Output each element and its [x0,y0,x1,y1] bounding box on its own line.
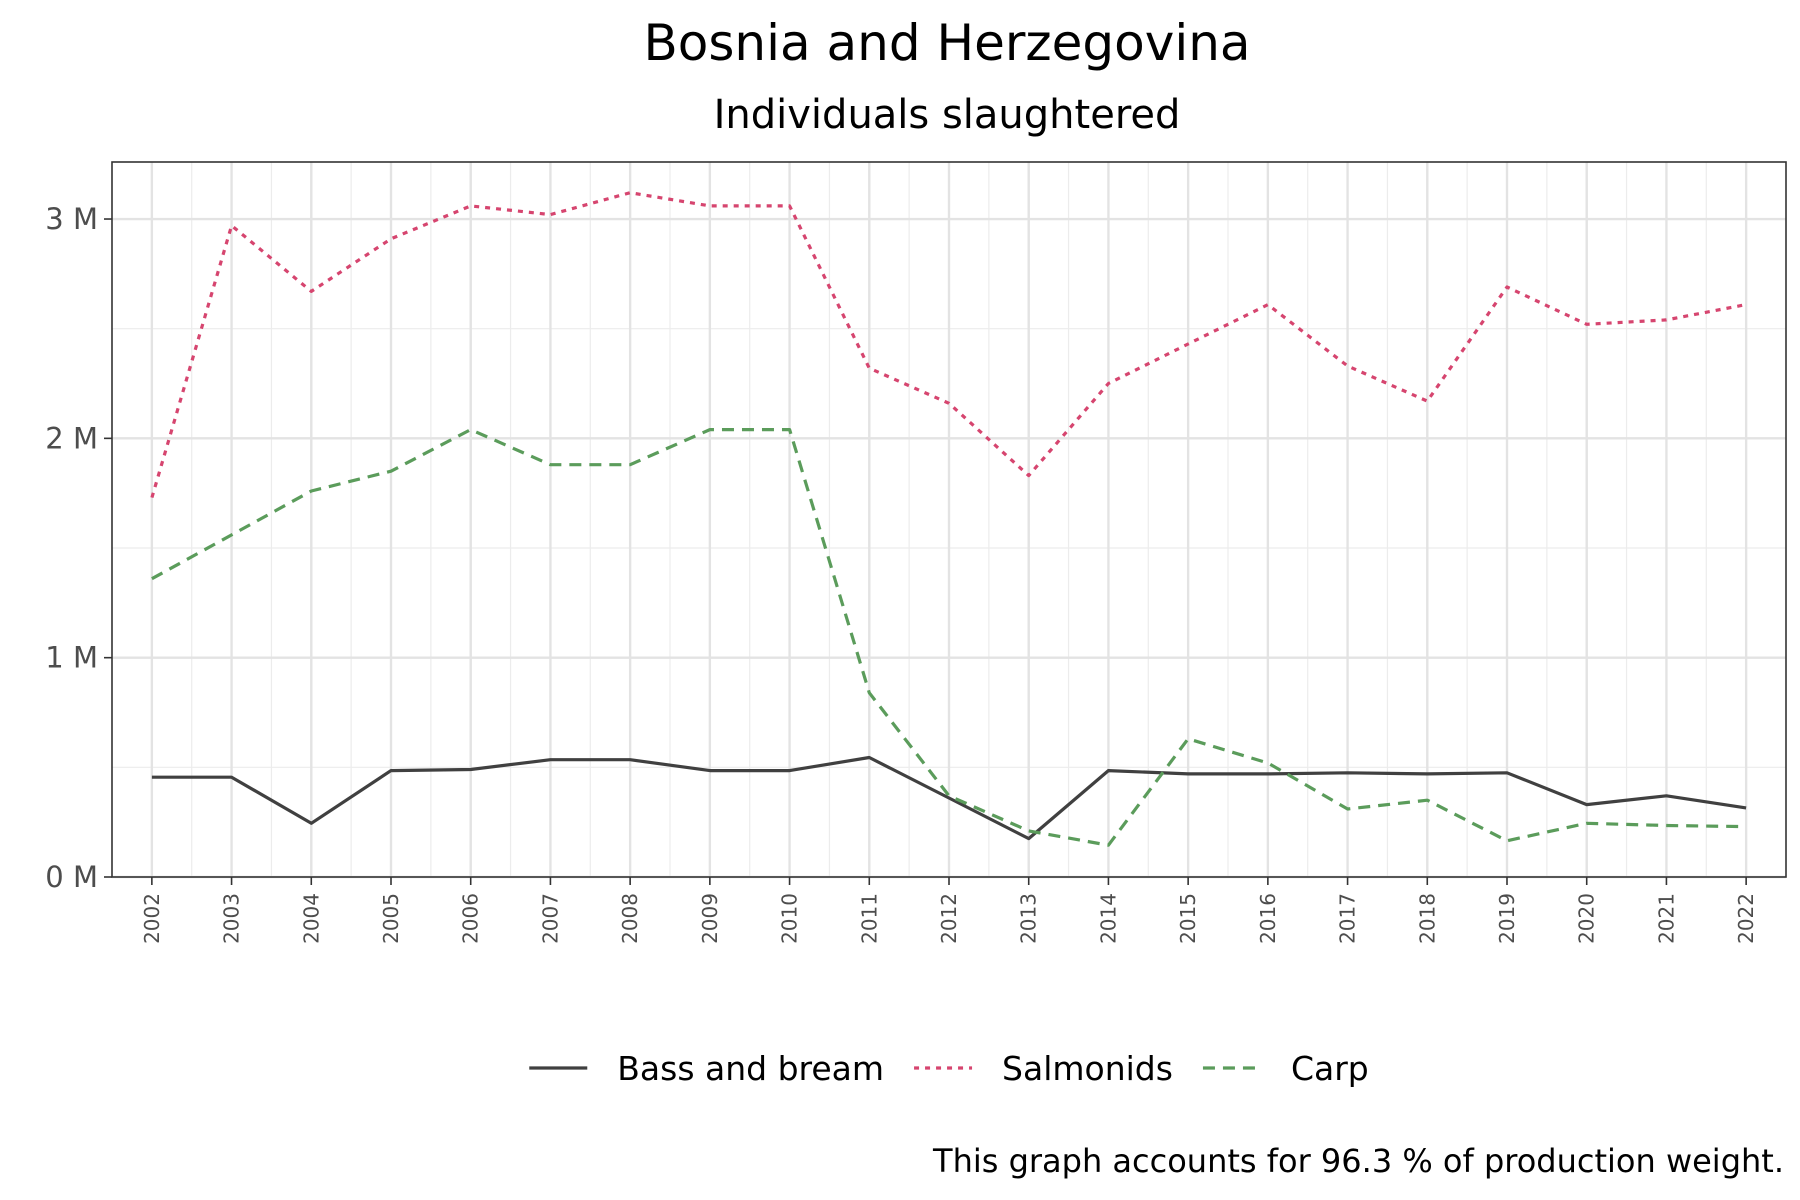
legend-label: Bass and bream [617,1049,884,1088]
x-tick-label: 2020 [1575,893,1599,944]
x-tick-label: 2022 [1734,893,1758,944]
x-tick-label: 2005 [379,893,403,944]
y-tick-label: 3 M [45,202,98,236]
x-tick-label: 2014 [1096,893,1120,944]
chart-subtitle: Individuals slaughtered [714,92,1181,138]
x-tick-label: 2010 [778,893,802,944]
x-tick-label: 2009 [698,893,722,944]
y-tick-label: 1 M [45,641,98,675]
legend-item: Carp [1202,1049,1369,1088]
series-line-carp [151,428,1747,847]
x-tick-label: 2002 [140,893,164,944]
x-tick-label: 2021 [1654,893,1678,944]
major-grid [112,162,1786,879]
x-axis: 2002 2003 2004 2005 2006 2007 2008 2009 2010 2011… [140,877,1758,944]
legend-item: Bass and bream [529,1049,884,1088]
x-tick-label: 2008 [618,893,642,944]
series-line-bass-and-bream [151,755,1747,841]
x-tick-label: 2016 [1256,893,1280,944]
chart-title: Bosnia and Herzegovina [643,14,1250,72]
x-tick-label: 2017 [1336,893,1360,944]
x-tick-label: 2018 [1415,893,1439,944]
y-tick-label: 2 M [45,421,98,455]
x-tick-label: 2019 [1495,893,1519,944]
x-tick-label: 2013 [1017,893,1041,944]
chart-caption: This graph accounts for 96.3 % of produc… [932,1142,1784,1180]
x-tick-label: 2011 [857,893,881,944]
legend-label: Carp [1291,1049,1369,1088]
x-tick-label: 2004 [299,893,323,944]
legend-label: Salmonids [1002,1049,1173,1088]
series-line-salmonids [150,191,1747,499]
x-tick-label: 2003 [220,893,244,944]
x-tick-label: 2012 [937,893,961,944]
legend-item: Salmonids [914,1049,1173,1088]
x-tick-label: 2006 [459,893,483,944]
legend: Bass and bream Salmonids Carp [529,1049,1369,1088]
series-lines [150,191,1747,847]
y-axis: 0 M 1 M 2 M 3 M [45,202,112,894]
x-tick-label: 2007 [538,893,562,944]
x-tick-label: 2015 [1176,893,1200,944]
y-tick-label: 0 M [45,860,98,894]
